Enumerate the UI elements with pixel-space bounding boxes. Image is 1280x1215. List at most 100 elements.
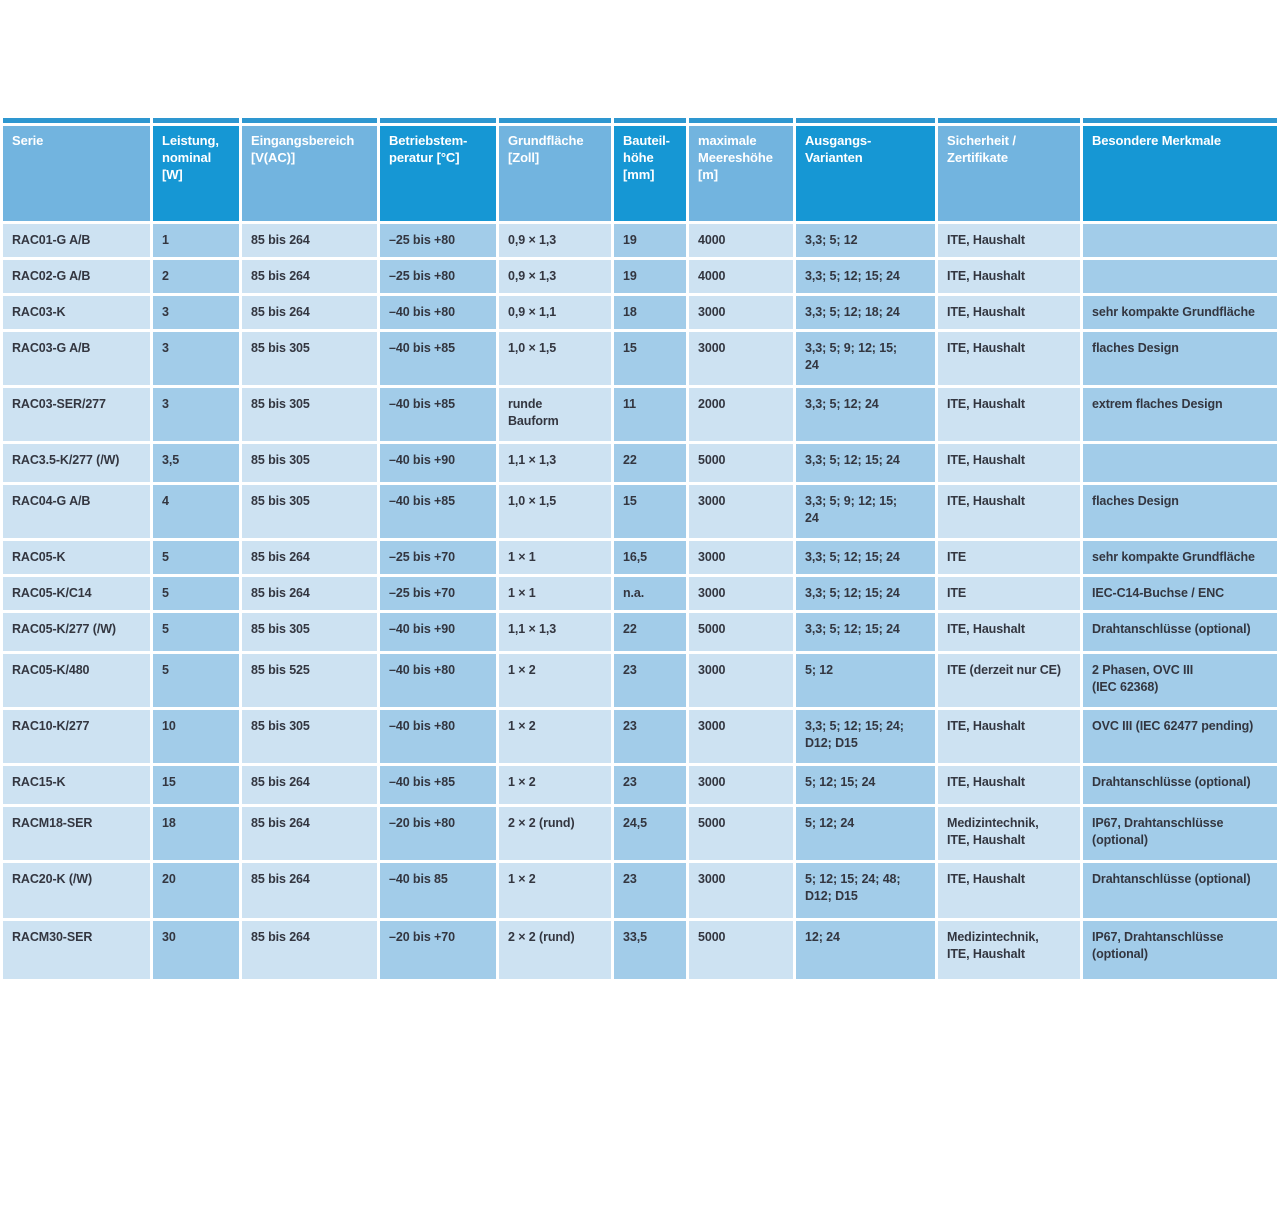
column-header-meereshoehe: maximale Meereshöhe [m] [689,126,793,221]
cell-sicherheit: ITE, Haushalt [938,260,1080,293]
cell-serie: RAC04-G A/B [3,485,150,538]
cell-grundflaeche: 0,9 × 1,3 [499,224,611,257]
cell-betriebstemperatur: –40 bis 85 [380,863,496,918]
cell-sicherheit: Medizintechnik, ITE, Haushalt [938,921,1080,979]
cell-ausgangsvarianten: 5; 12 [796,654,935,707]
cell-meereshoehe: 4000 [689,224,793,257]
cell-serie: RAC05-K/C14 [3,577,150,610]
table-row: RAC02-G A/B 2 85 bis 264 –25 bis +80 0,9 × 1… [3,260,1277,293]
cell-merkmale: Drahtanschlüsse (optional) [1083,766,1277,804]
cell-ausgangsvarianten: 3,3; 5; 12; 15; 24 [796,444,935,482]
cell-merkmale: OVC III (IEC 62477 pending) [1083,710,1277,763]
cell-leistung: 10 [153,710,239,763]
cell-bauteilhoehe: 33,5 [614,921,686,979]
cell-grundflaeche: 0,9 × 1,1 [499,296,611,329]
table-row: RAC03-G A/B 3 85 bis 305 –40 bis +85 1,0 × 1… [3,332,1277,385]
table-row: RAC05-K 5 85 bis 264 –25 bis +70 1 × 1 16,5 30… [3,541,1277,574]
cell-meereshoehe: 3000 [689,654,793,707]
cell-bauteilhoehe: 23 [614,766,686,804]
cell-ausgangsvarianten: 3,3; 5; 12; 24 [796,388,935,441]
cell-bauteilhoehe: 19 [614,224,686,257]
cell-sicherheit: ITE, Haushalt [938,296,1080,329]
table-row: RAC01-G A/B 1 85 bis 264 –25 bis +80 0,9 × 1… [3,224,1277,257]
cell-serie: RAC05-K/277 (/W) [3,613,150,651]
cell-ausgangsvarianten: 3,3; 5; 12; 15; 24 [796,260,935,293]
cell-eingangsbereich: 85 bis 264 [242,766,377,804]
cell-bauteilhoehe: n.a. [614,577,686,610]
cell-bauteilhoehe: 24,5 [614,807,686,860]
cell-meereshoehe: 5000 [689,444,793,482]
cell-eingangsbereich: 85 bis 264 [242,921,377,979]
cell-meereshoehe: 3000 [689,296,793,329]
cell-meereshoehe: 3000 [689,332,793,385]
cell-eingangsbereich: 85 bis 264 [242,260,377,293]
cell-serie: RAC03-G A/B [3,332,150,385]
cell-merkmale: flaches Design [1083,332,1277,385]
column-header-merkmale: Besondere Merkmale [1083,126,1277,221]
cell-merkmale: IEC-C14-Buchse / ENC [1083,577,1277,610]
cell-leistung: 5 [153,613,239,651]
cell-serie: RAC05-K [3,541,150,574]
cell-grundflaeche: 2 × 2 (rund) [499,921,611,979]
cell-betriebstemperatur: –40 bis +80 [380,296,496,329]
cell-merkmale: IP67, Drahtanschlüsse (optional) [1083,921,1277,979]
cell-eingangsbereich: 85 bis 305 [242,332,377,385]
column-header-bauteilhoehe: Bauteil- höhe [mm] [614,126,686,221]
cell-meereshoehe: 3000 [689,863,793,918]
cell-merkmale: 2 Phasen, OVC III (IEC 62368) [1083,654,1277,707]
cell-leistung: 3 [153,388,239,441]
cell-bauteilhoehe: 11 [614,388,686,441]
header-cap-eingangsbereich [242,118,377,123]
header-cap-leistung [153,118,239,123]
cell-leistung: 18 [153,807,239,860]
cell-ausgangsvarianten: 3,3; 5; 9; 12; 15; 24 [796,332,935,385]
cell-serie: RAC3.5-K/277 (/W) [3,444,150,482]
table-row: RAC15-K 15 85 bis 264 –40 bis +85 1 × 2 23 300… [3,766,1277,804]
cell-eingangsbereich: 85 bis 264 [242,541,377,574]
cell-meereshoehe: 3000 [689,577,793,610]
cell-grundflaeche: 1 × 2 [499,766,611,804]
cell-eingangsbereich: 85 bis 525 [242,654,377,707]
cell-sicherheit: ITE, Haushalt [938,613,1080,651]
cell-eingangsbereich: 85 bis 305 [242,710,377,763]
cell-serie: RAC03-SER/277 [3,388,150,441]
cell-leistung: 3 [153,332,239,385]
cell-ausgangsvarianten: 12; 24 [796,921,935,979]
cell-betriebstemperatur: –40 bis +85 [380,485,496,538]
cell-meereshoehe: 3000 [689,710,793,763]
cell-serie: RAC15-K [3,766,150,804]
cell-ausgangsvarianten: 3,3; 5; 12; 15; 24 [796,613,935,651]
cell-sicherheit: ITE (derzeit nur CE) [938,654,1080,707]
cell-sicherheit: ITE, Haushalt [938,485,1080,538]
cell-ausgangsvarianten: 3,3; 5; 12 [796,224,935,257]
header-cap-merkmale [1083,118,1277,123]
cell-bauteilhoehe: 19 [614,260,686,293]
cell-sicherheit: Medizintechnik, ITE, Haushalt [938,807,1080,860]
table-row: RAC03-K 3 85 bis 264 –40 bis +80 0,9 × 1,1 18… [3,296,1277,329]
cell-serie: RACM18-SER [3,807,150,860]
cell-leistung: 2 [153,260,239,293]
cell-grundflaeche: 1 × 2 [499,863,611,918]
table-row: RAC04-G A/B 4 85 bis 305 –40 bis +85 1,0 × 1… [3,485,1277,538]
cell-ausgangsvarianten: 3,3; 5; 12; 15; 24 [796,541,935,574]
cell-eingangsbereich: 85 bis 264 [242,807,377,860]
cell-ausgangsvarianten: 3,3; 5; 12; 15; 24 [796,577,935,610]
cell-sicherheit: ITE [938,541,1080,574]
column-header-sicherheit: Sicherheit / Zertifikate [938,126,1080,221]
cell-sicherheit: ITE, Haushalt [938,332,1080,385]
cell-betriebstemperatur: –25 bis +70 [380,577,496,610]
cell-meereshoehe: 2000 [689,388,793,441]
cell-leistung: 1 [153,224,239,257]
cell-leistung: 3 [153,296,239,329]
cell-eingangsbereich: 85 bis 305 [242,613,377,651]
table-row: RACM30-SER 30 85 bis 264 –20 bis +70 2 × 2 (… [3,921,1277,979]
cell-grundflaeche: 1,1 × 1,3 [499,613,611,651]
cell-serie: RAC01-G A/B [3,224,150,257]
cell-bauteilhoehe: 23 [614,710,686,763]
cell-betriebstemperatur: –40 bis +85 [380,766,496,804]
cell-serie: RACM30-SER [3,921,150,979]
table-body: RAC01-G A/B 1 85 bis 264 –25 bis +80 0,9 × 1… [3,224,1277,979]
cell-serie: RAC03-K [3,296,150,329]
